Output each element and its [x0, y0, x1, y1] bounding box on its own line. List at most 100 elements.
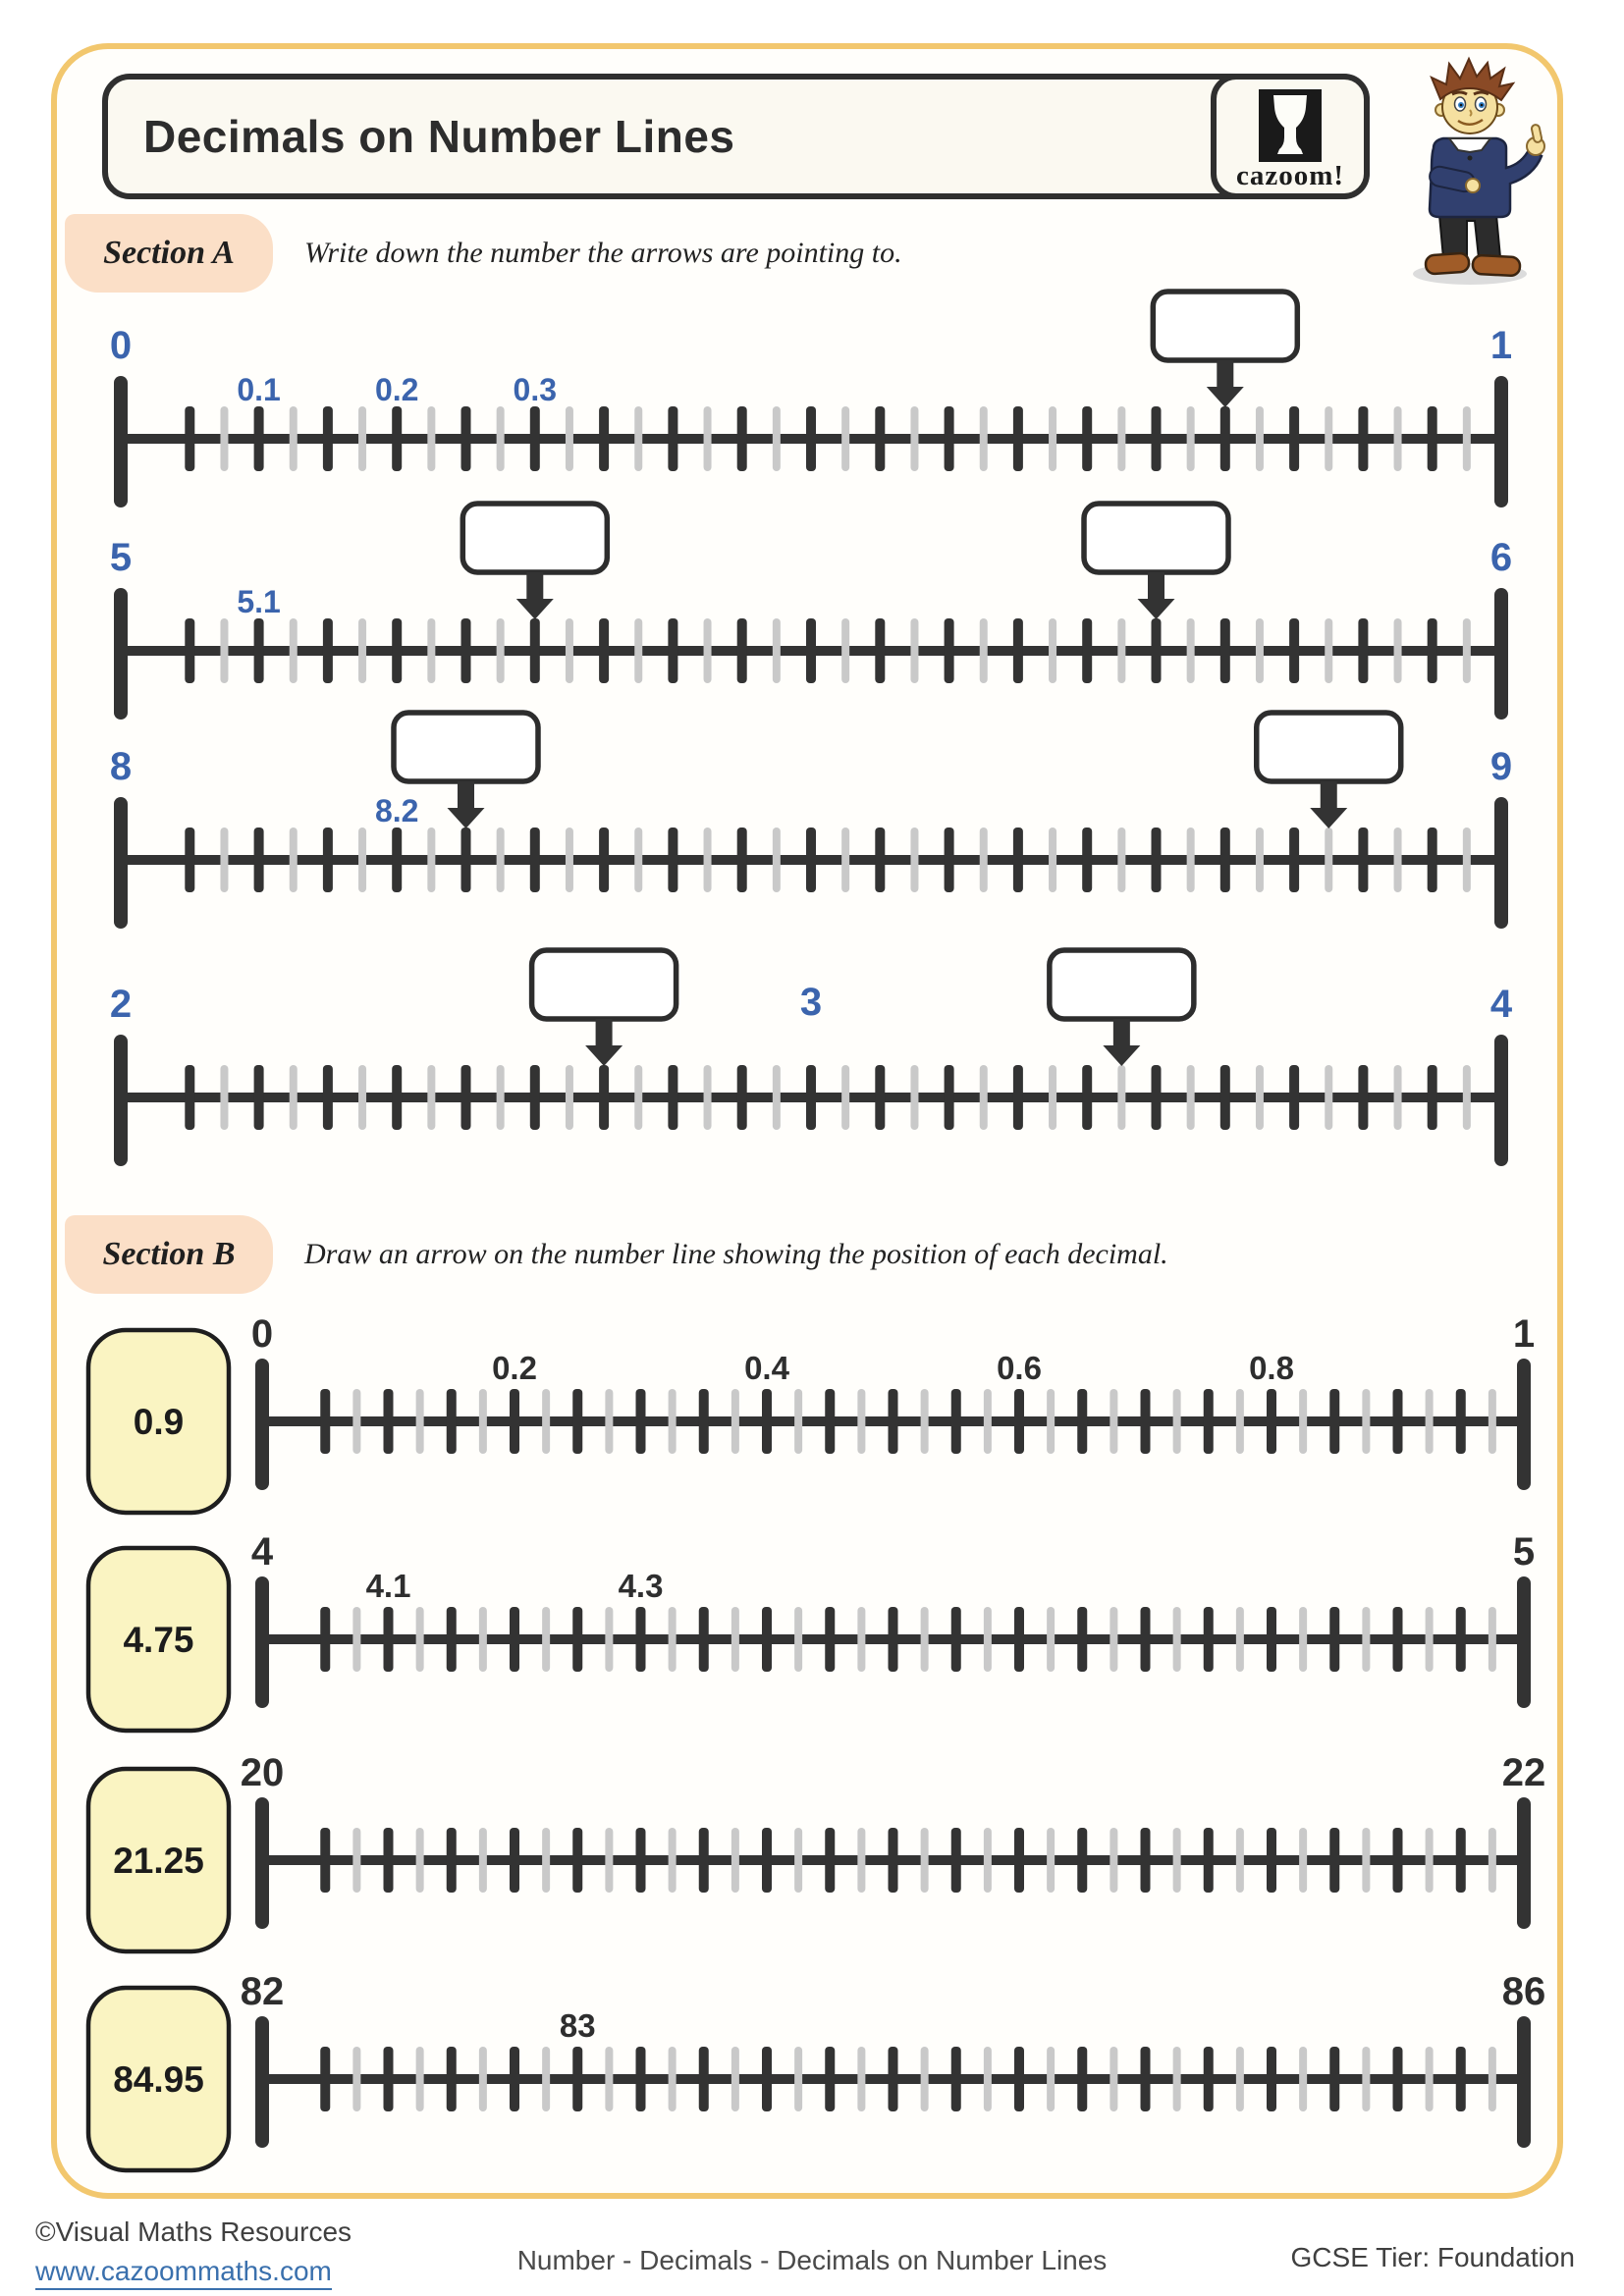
- prompt-value: 0.9: [134, 1402, 184, 1442]
- tick-minor: [352, 1828, 361, 1893]
- tick-major: [1203, 1828, 1214, 1893]
- tick-major: [1014, 1607, 1024, 1672]
- answer-box: [1254, 710, 1404, 784]
- tick-minor: [1488, 1607, 1496, 1672]
- tick-major: [253, 618, 264, 683]
- tick-label: 0.4: [744, 1350, 790, 1386]
- tick-major: [950, 1828, 961, 1893]
- tick-minor: [1255, 828, 1264, 892]
- tick-label: 3: [800, 981, 822, 1024]
- tick-minor: [565, 1065, 573, 1130]
- tick-minor: [427, 618, 436, 683]
- tick-minor: [1462, 828, 1471, 892]
- tick-major: [1455, 2047, 1466, 2111]
- tick-major: [1082, 828, 1093, 892]
- tick-minor: [1172, 1828, 1181, 1893]
- tick-minor: [634, 618, 643, 683]
- tick-major: [1219, 828, 1230, 892]
- tick-minor: [496, 828, 505, 892]
- tick-minor: [1255, 406, 1264, 471]
- tick-minor: [857, 1828, 866, 1893]
- tick-minor: [220, 618, 229, 683]
- tick-minor: [983, 1607, 992, 1672]
- tick-major: [383, 1607, 394, 1672]
- tick-major: [446, 2047, 457, 2111]
- tick-major: [392, 828, 403, 892]
- tick-major: [392, 618, 403, 683]
- prompt-value: 84.95: [113, 2059, 204, 2100]
- arrow-head-icon: [585, 1045, 623, 1066]
- tick-minor: [794, 1607, 803, 1672]
- tick-major: [806, 406, 816, 471]
- tick-major: [668, 1065, 678, 1130]
- tick-label: 0.3: [514, 372, 557, 407]
- tick-minor: [857, 2047, 866, 2111]
- tick-label: 0.8: [1249, 1350, 1294, 1386]
- answer-box: [460, 501, 611, 575]
- tick-minor: [542, 1607, 551, 1672]
- tick-minor: [1488, 1389, 1496, 1454]
- tick-minor: [415, 1389, 424, 1454]
- tick-major: [1140, 1389, 1151, 1454]
- tick-minor: [1172, 1389, 1181, 1454]
- tick-minor: [358, 1065, 367, 1130]
- tick-major: [253, 1065, 264, 1130]
- tick-minor: [1425, 1828, 1434, 1893]
- tick-label: 0.6: [997, 1350, 1042, 1386]
- tick-minor: [983, 1828, 992, 1893]
- tick-minor: [703, 618, 712, 683]
- answer-arrow: [1047, 947, 1197, 1066]
- tick-major: [572, 2047, 583, 2111]
- tick-endpoint: [255, 2016, 269, 2148]
- number-line-a-2: 5 65.1: [110, 501, 1512, 720]
- tick-minor: [703, 1065, 712, 1130]
- tick-minor: [841, 1065, 850, 1130]
- tick-major: [1455, 1607, 1466, 1672]
- tick-minor: [289, 1065, 298, 1130]
- tick-major: [383, 2047, 394, 2111]
- tick-minor: [1186, 406, 1195, 471]
- arrow-shaft: [595, 1019, 613, 1046]
- tick-minor: [731, 1828, 739, 1893]
- tick-major: [825, 1607, 836, 1672]
- tick-major: [762, 1607, 772, 1672]
- tick-minor: [605, 1607, 614, 1672]
- tick-minor: [496, 618, 505, 683]
- endpoint-label-end: 9: [1490, 745, 1512, 788]
- tick-major: [392, 406, 403, 471]
- tick-endpoint: [1494, 1035, 1508, 1166]
- tick-major: [888, 2047, 898, 2111]
- section-a-label-text: Section A: [103, 235, 235, 271]
- tick-major: [875, 618, 886, 683]
- answer-box: [1081, 501, 1231, 575]
- tick-minor: [772, 828, 781, 892]
- tick-endpoint: [1494, 376, 1508, 507]
- tick-major: [1151, 1065, 1162, 1130]
- tick-minor: [1255, 1065, 1264, 1130]
- tick-major: [1082, 406, 1093, 471]
- tick-endpoint: [1517, 2016, 1531, 2148]
- footer-website-link[interactable]: www.cazoommaths.com: [35, 2256, 332, 2290]
- tick-minor: [1325, 1065, 1333, 1130]
- tick-minor: [289, 406, 298, 471]
- tick-minor: [1299, 1828, 1308, 1893]
- tick-major: [1427, 406, 1437, 471]
- tick-major: [944, 828, 954, 892]
- tick-major: [510, 1828, 519, 1893]
- tick-minor: [841, 618, 850, 683]
- tick-minor: [542, 1828, 551, 1893]
- tick-major: [635, 1607, 646, 1672]
- tick-label: 0.1: [237, 372, 280, 407]
- tick-major: [1392, 1607, 1403, 1672]
- tick-major: [510, 1389, 519, 1454]
- tick-major: [529, 1065, 540, 1130]
- mascot-illustration: [1413, 56, 1545, 285]
- tick-major: [888, 1389, 898, 1454]
- tick-minor: [772, 406, 781, 471]
- tick-major: [1012, 1065, 1023, 1130]
- tick-minor: [979, 828, 988, 892]
- tick-minor: [983, 2047, 992, 2111]
- tick-minor: [415, 1607, 424, 1672]
- tick-major: [668, 406, 678, 471]
- tick-major: [806, 1065, 816, 1130]
